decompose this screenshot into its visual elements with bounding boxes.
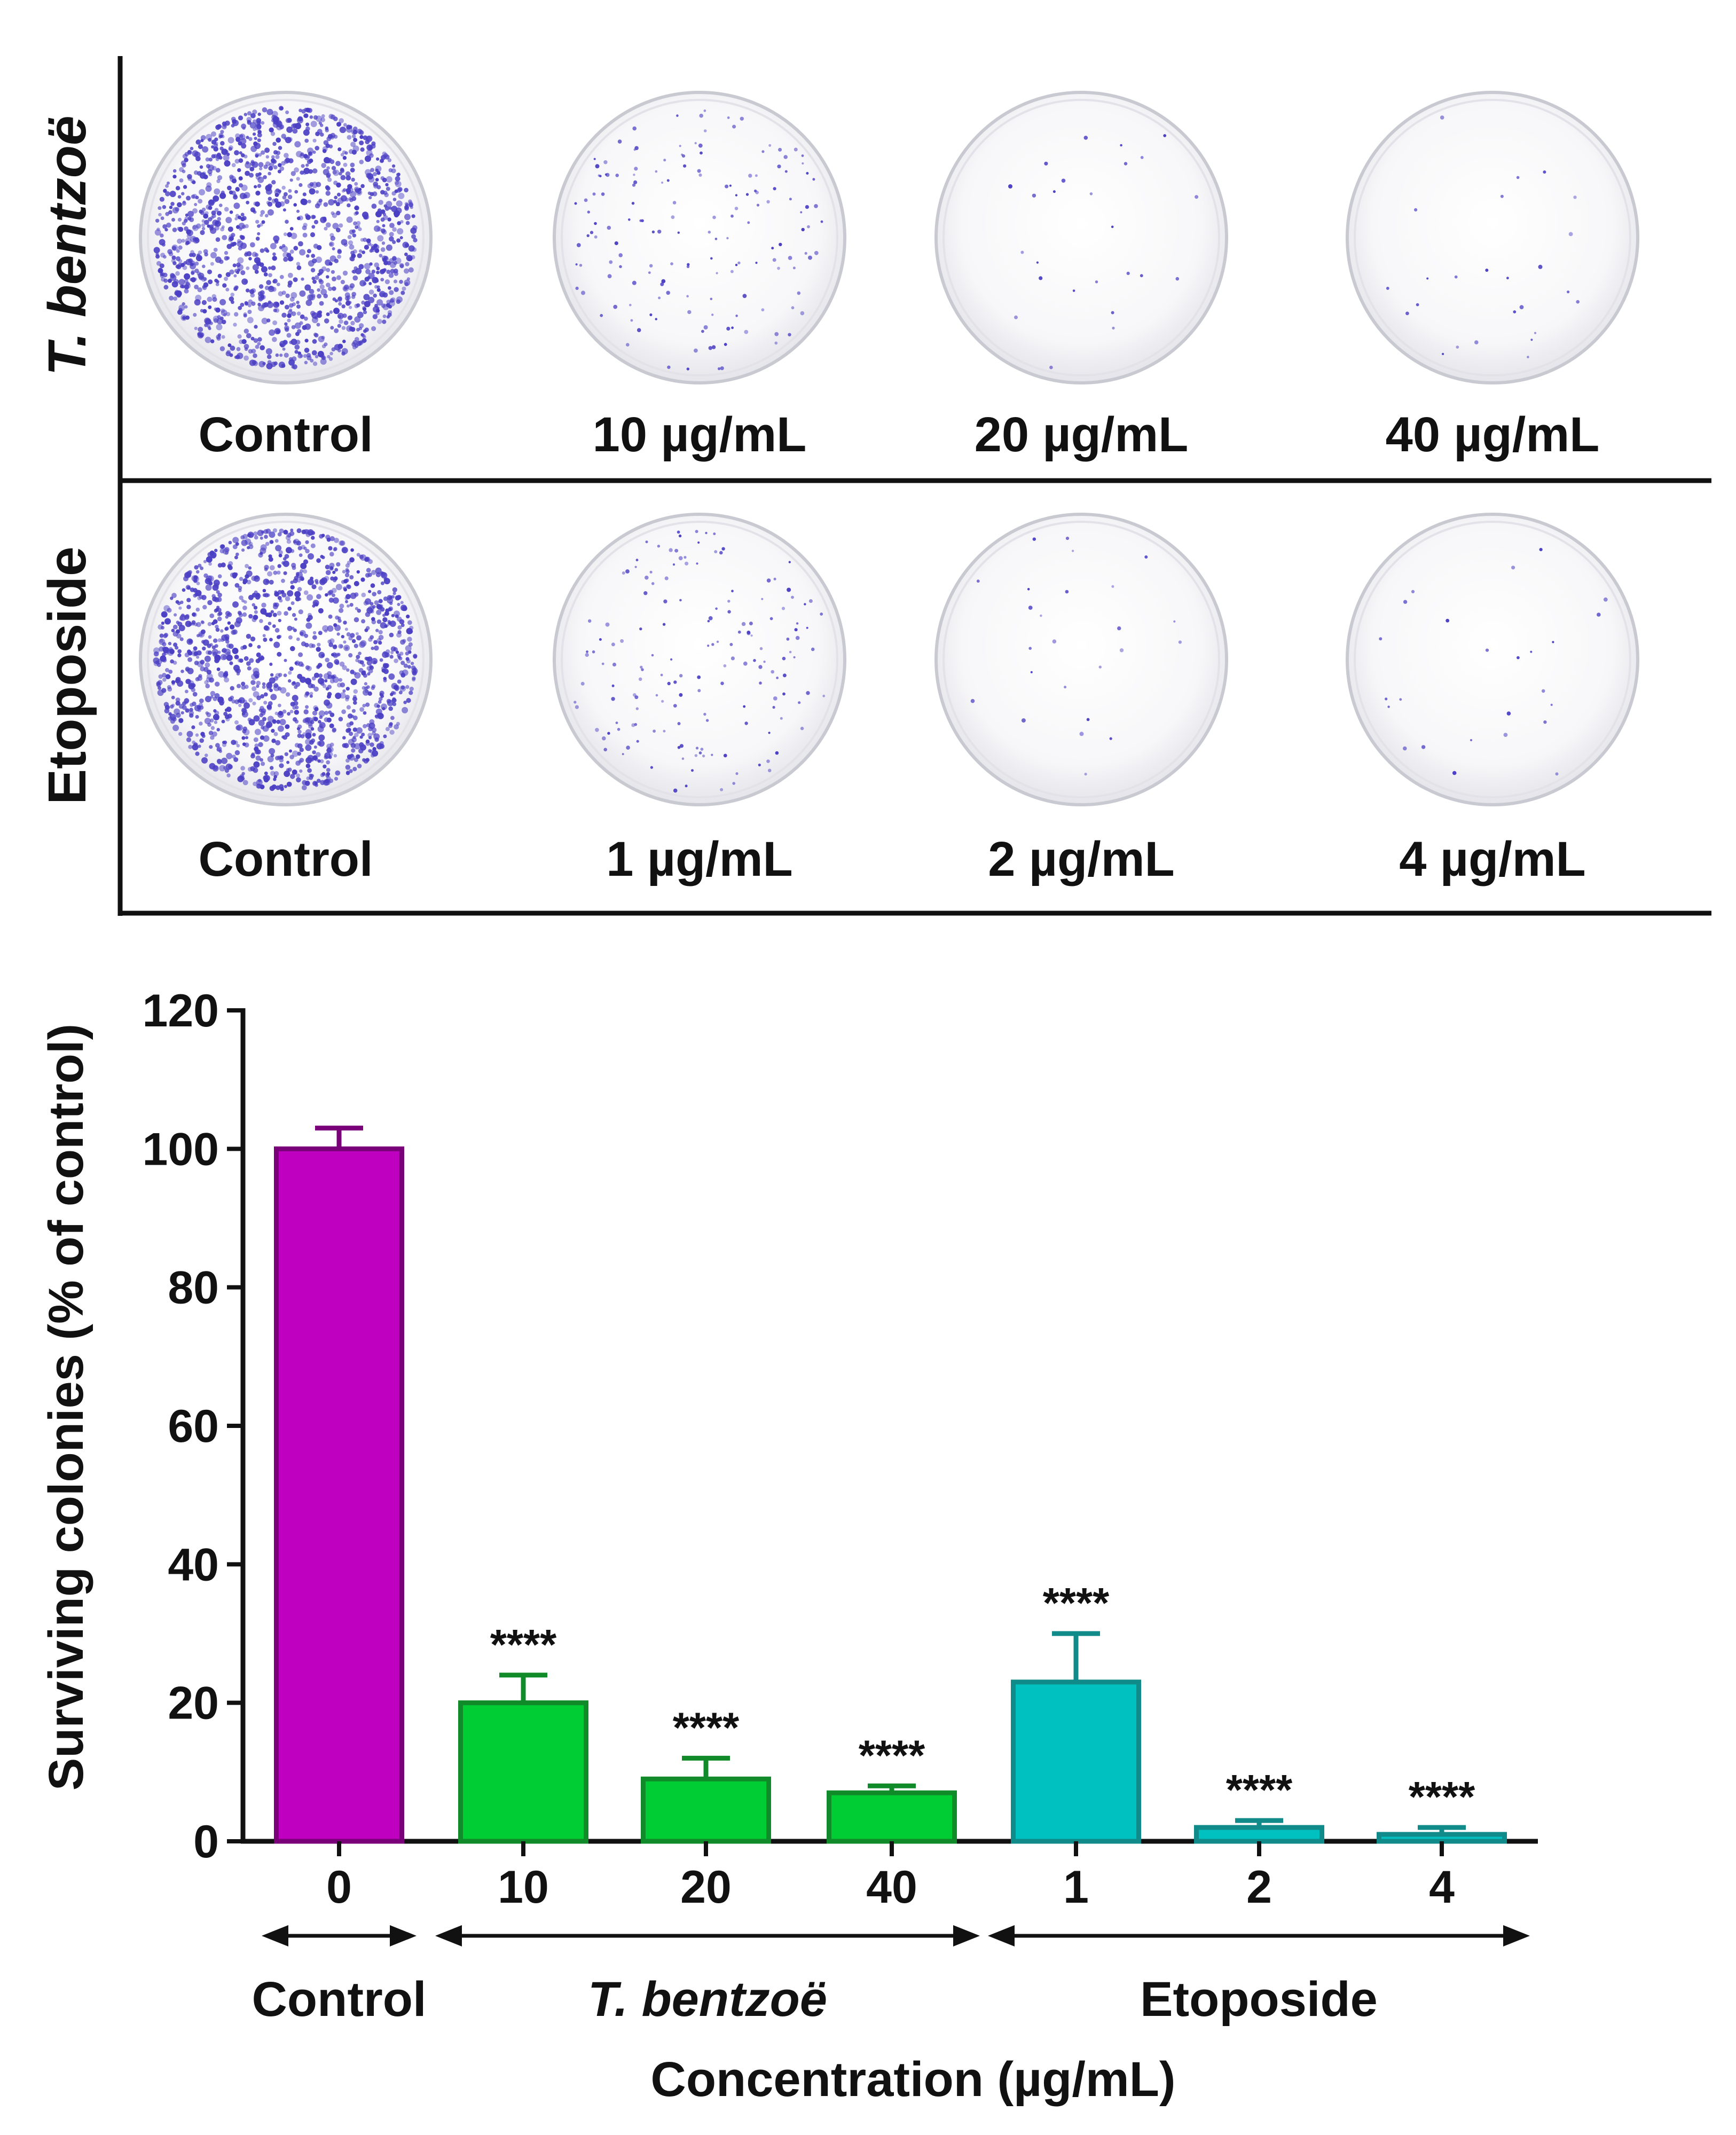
bar-group [274,1125,404,1844]
plate-dish [1346,513,1639,806]
plate-rim [147,521,425,798]
plate-dish [934,513,1228,806]
significance-label: **** [859,1731,925,1779]
bar [827,1790,957,1844]
x-tick-label: 20 [680,1862,732,1913]
chart-plot-area: 0 20 40 60 80 100 120 0 10 **** 20 **** 40 **** 1 **** 2… [143,985,1538,2027]
x-axis-label: Concentration (µg/mL) [650,2052,1175,2107]
group-arrow [435,1925,980,1946]
plate-dish [934,91,1228,384]
group-arrow [988,1925,1530,1946]
y-tick-label: 0 [193,1816,219,1867]
row-label-t-bentzoe: T. bentzoë [37,115,97,375]
y-axis-label: Surviving colonies (% of control) [39,1024,93,1791]
group-label: Etoposide [1140,1972,1378,2027]
y-tick-label: 20 [168,1678,219,1729]
culture-plate [934,513,1228,806]
plate-rim [942,521,1220,798]
colony-dots [153,528,418,791]
colony-dots [1008,134,1199,370]
culture-plate [934,91,1228,384]
colony-plates-panel: T. bentzoë Etoposide Control 10 µg/mL 20… [37,56,1711,916]
y-tick-label: 40 [168,1539,219,1590]
bar [1377,1832,1507,1844]
plate-dish [1346,91,1639,384]
bar-group [641,1755,771,1844]
plate-rim [147,99,425,376]
culture-plate [1346,513,1639,806]
colony-dots [153,106,418,370]
plate-grid [139,91,1639,806]
group-arrow [262,1925,417,1946]
plate-label-r1-c3: 20 µg/mL [975,407,1189,462]
plate-label-r2-c1: Control [198,832,373,886]
plate-label-r2-c3: 2 µg/mL [988,832,1175,886]
culture-plate [553,513,846,806]
bar-group [1011,1631,1141,1844]
x-tick-label: 2 [1246,1862,1272,1913]
plate-label-r1-c1: Control [198,407,373,462]
bar [1011,1679,1141,1844]
plate-label-r2-c4: 4 µg/mL [1399,832,1586,886]
row-label-etoposide: Etoposide [37,546,97,804]
bar-group [458,1673,588,1844]
colony-dots [1379,548,1608,776]
y-tick-label: 80 [168,1262,219,1314]
x-tick-label: 4 [1429,1862,1455,1913]
group-label: T. bentzoë [588,1972,827,2027]
significance-label: **** [673,1704,740,1751]
colony-dots [574,109,823,371]
plate-dish [553,513,846,806]
bar [274,1146,404,1844]
y-tick-label: 100 [143,1124,219,1175]
bar [1194,1825,1324,1844]
culture-plate [1346,91,1639,384]
culture-plate [553,91,846,384]
significance-label: **** [490,1621,557,1668]
x-tick-label: 1 [1063,1862,1089,1913]
plate-label-r2-c2: 1 µg/mL [606,832,793,886]
colony-dots [574,530,826,793]
plate-label-r1-c4: 40 µg/mL [1386,407,1600,462]
bar-group [1194,1818,1324,1844]
colony-dots [970,537,1182,776]
significance-label: **** [1226,1766,1293,1814]
bar [641,1776,771,1844]
x-tick-label: 10 [498,1862,549,1913]
plate-dish [553,91,846,384]
x-tick-label: 0 [326,1862,352,1913]
group-label: Control [252,1972,426,2027]
significance-label: **** [1043,1579,1110,1627]
plate-rim [561,521,838,798]
plate-rim [561,99,838,376]
y-tick-label: 120 [143,985,219,1037]
bar-chart-panel: Surviving colonies (% of control) Concen… [39,985,1538,2107]
plate-label-r1-c2: 10 µg/mL [593,407,807,462]
colony-dots [1386,115,1580,358]
bar [458,1700,588,1844]
bar-group [827,1783,957,1844]
culture-plate [139,513,433,806]
plate-rim [1354,99,1631,376]
plate-rim [1354,521,1631,798]
plate-rim [942,99,1220,376]
plate-dish [139,91,433,384]
significance-label: **** [1409,1773,1475,1820]
culture-plate [139,91,433,384]
x-tick-label: 40 [866,1862,917,1913]
y-tick-label: 60 [168,1401,219,1452]
bar-group [1377,1825,1507,1844]
